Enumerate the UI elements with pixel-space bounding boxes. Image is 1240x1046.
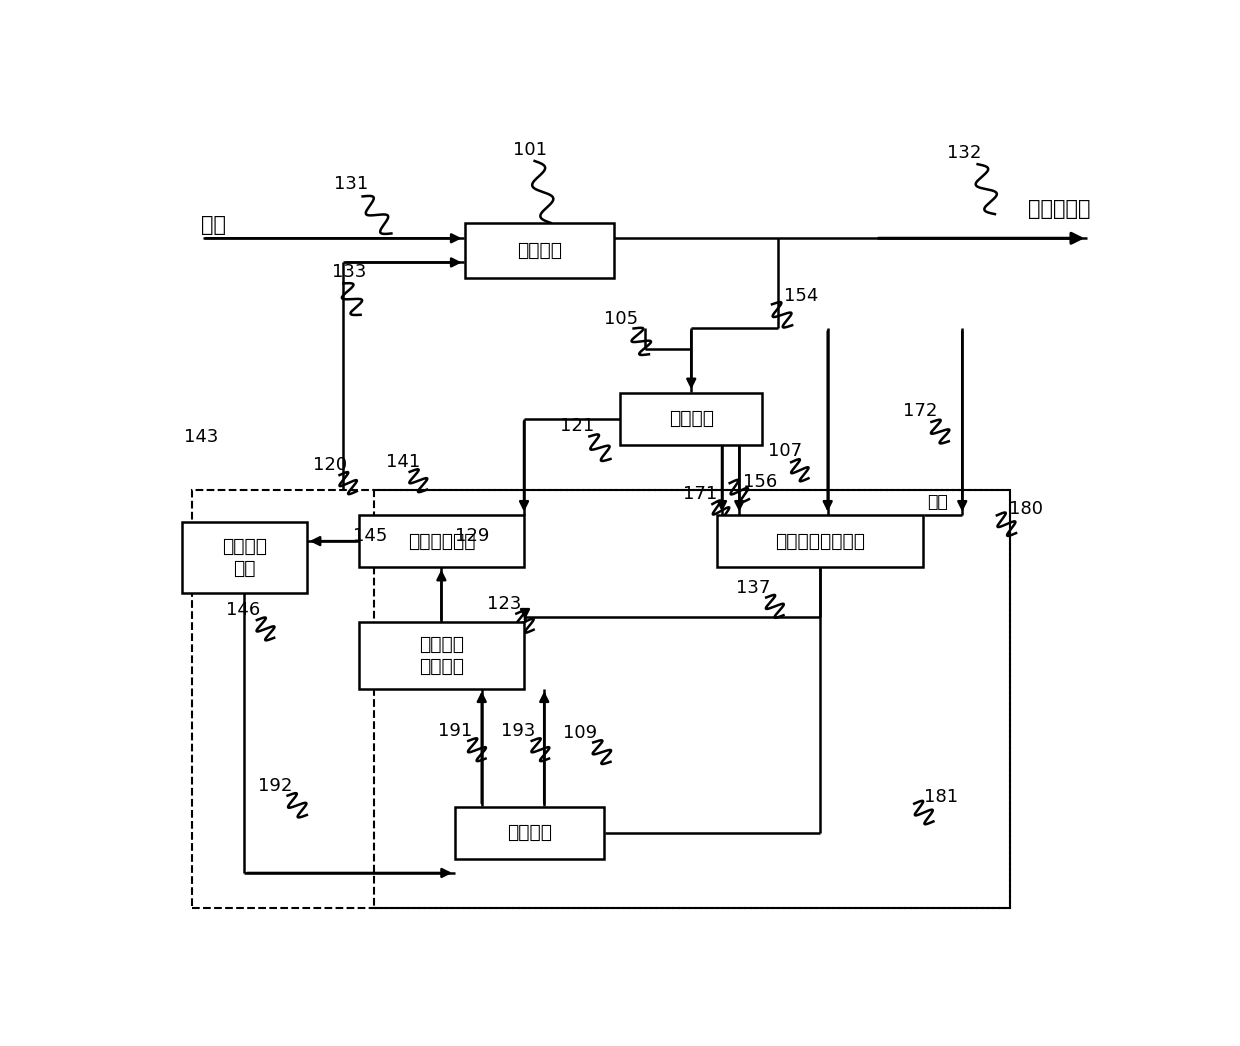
- Text: 192: 192: [258, 777, 293, 795]
- Text: 129: 129: [455, 527, 490, 545]
- Text: 146: 146: [226, 601, 260, 619]
- Text: 120: 120: [312, 456, 347, 475]
- FancyBboxPatch shape: [620, 392, 763, 445]
- Text: 141: 141: [386, 453, 420, 471]
- Text: 升压电路: 升压电路: [517, 241, 562, 259]
- Text: 133: 133: [332, 264, 366, 281]
- FancyBboxPatch shape: [358, 622, 525, 688]
- Text: 143: 143: [184, 428, 218, 447]
- Text: 107: 107: [769, 441, 802, 460]
- Text: 193: 193: [501, 722, 536, 741]
- Text: 156: 156: [743, 473, 777, 491]
- Text: 监测电路: 监测电路: [668, 409, 714, 428]
- Text: 132: 132: [947, 144, 981, 162]
- Text: 181: 181: [924, 789, 959, 806]
- Text: 101: 101: [513, 140, 547, 159]
- FancyBboxPatch shape: [717, 515, 924, 567]
- Text: 输出至负载: 输出至负载: [1028, 200, 1090, 220]
- Text: 131: 131: [334, 176, 368, 194]
- Text: 191: 191: [438, 722, 472, 741]
- Text: 电压变化检测电路: 电压变化检测电路: [775, 531, 866, 550]
- Text: 多级基准
电压电路: 多级基准 电压电路: [419, 635, 464, 676]
- Text: 109: 109: [563, 724, 596, 742]
- FancyBboxPatch shape: [182, 522, 306, 593]
- FancyBboxPatch shape: [455, 806, 604, 859]
- Text: 172: 172: [903, 402, 937, 419]
- Text: 105: 105: [604, 310, 639, 327]
- Text: 121: 121: [559, 417, 594, 435]
- Text: 180: 180: [1008, 500, 1043, 518]
- Text: 123: 123: [486, 595, 521, 613]
- Text: 154: 154: [784, 288, 818, 305]
- Text: 电压比较电路: 电压比较电路: [408, 531, 475, 550]
- Text: 输入: 输入: [201, 215, 226, 235]
- Text: 145: 145: [353, 527, 387, 545]
- Text: 脉宽调制
电路: 脉宽调制 电路: [222, 537, 267, 577]
- Text: 接地: 接地: [926, 493, 947, 510]
- Text: 171: 171: [683, 485, 717, 503]
- FancyBboxPatch shape: [465, 223, 614, 278]
- FancyBboxPatch shape: [358, 515, 525, 567]
- Text: 137: 137: [735, 578, 770, 597]
- Text: 控制电路: 控制电路: [507, 823, 552, 842]
